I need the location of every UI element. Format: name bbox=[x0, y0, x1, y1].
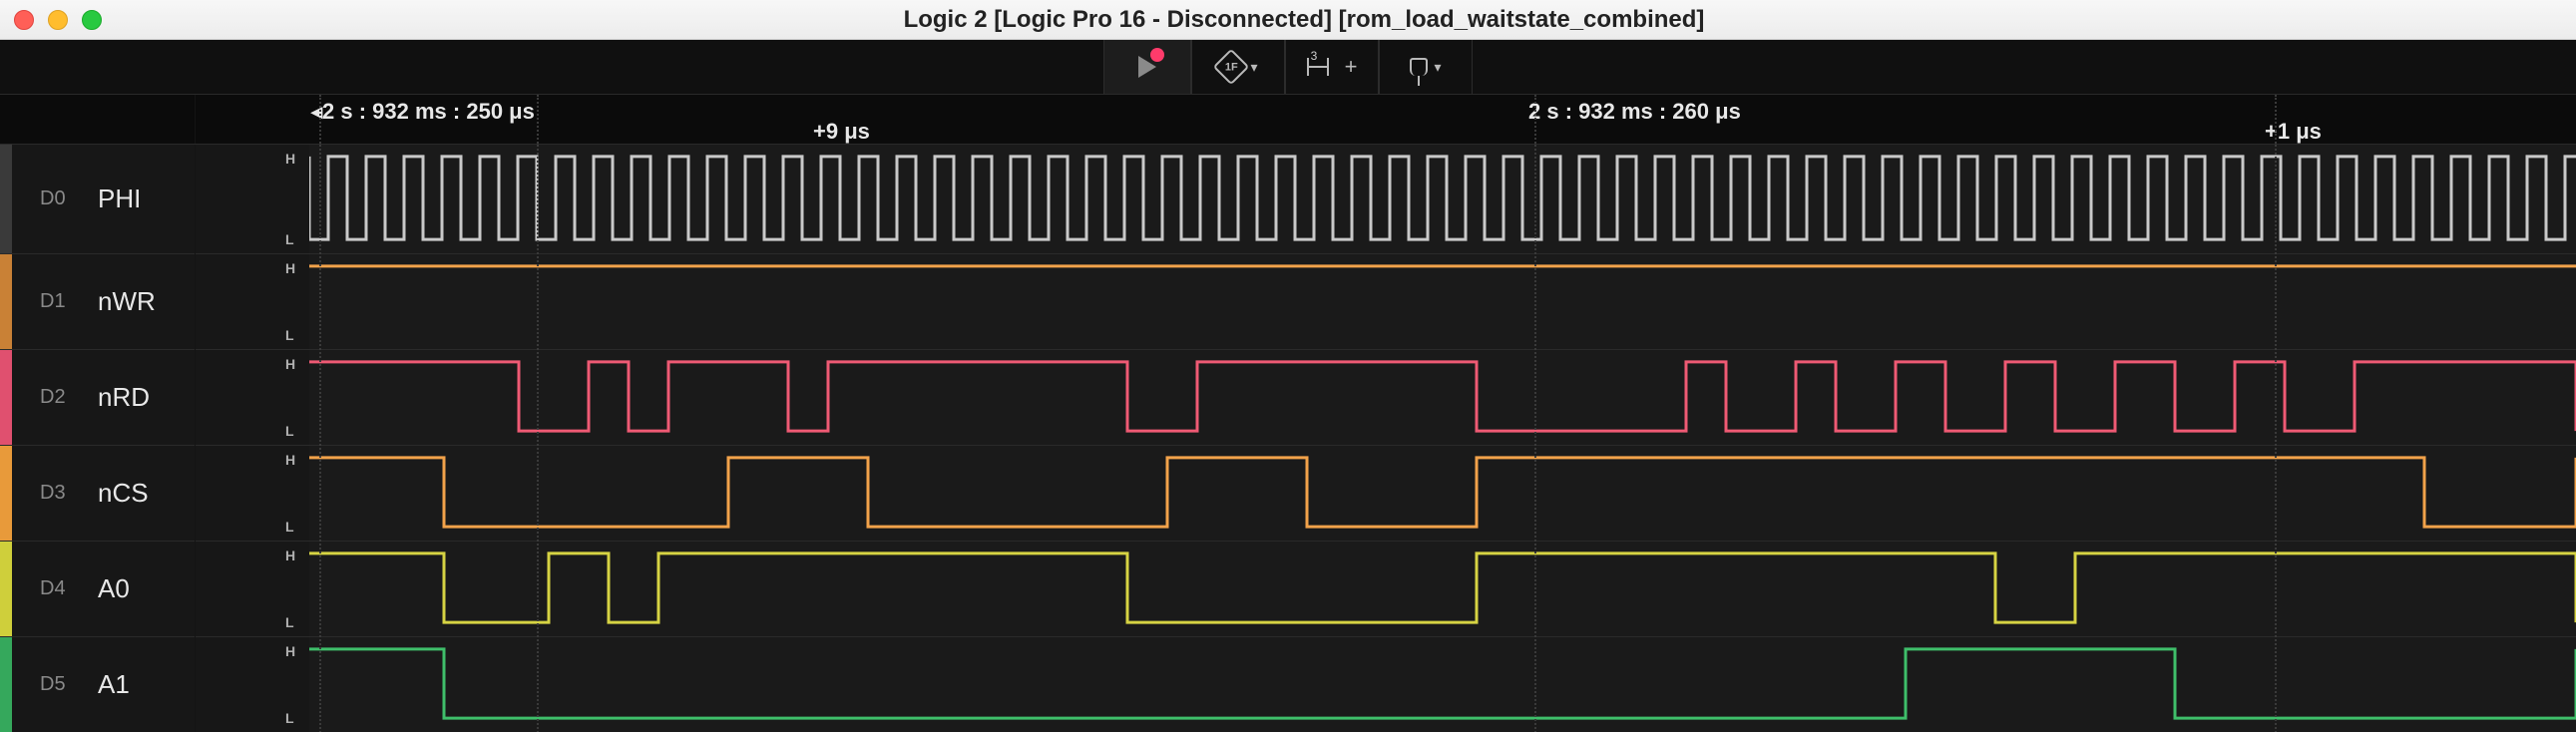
hex-icon: 1F bbox=[1213, 49, 1250, 86]
channel-waveform[interactable] bbox=[309, 145, 2576, 253]
channel-color-tag bbox=[0, 446, 12, 541]
flag-icon bbox=[1410, 58, 1428, 76]
chevron-down-icon: ▾ bbox=[1250, 59, 1257, 76]
channel-name: PHI bbox=[98, 183, 141, 214]
chevron-down-icon: ▾ bbox=[1434, 59, 1441, 76]
toolbar: 1F ▾ 3 + ▾ bbox=[1103, 40, 1473, 94]
channel-index: D1 bbox=[40, 290, 84, 313]
marker-button[interactable]: ▾ bbox=[1379, 40, 1473, 94]
channel-name: nCS bbox=[98, 478, 149, 509]
time-offset-mid: +9 μs bbox=[813, 119, 870, 145]
channel-name: A0 bbox=[98, 573, 130, 604]
left-column-separator bbox=[195, 145, 196, 732]
time-gridline bbox=[1534, 95, 1536, 144]
protocol-analyzer-button[interactable]: 1F ▾ bbox=[1191, 40, 1285, 94]
channel-name: A1 bbox=[98, 669, 130, 700]
channel-waveform[interactable] bbox=[309, 446, 2576, 541]
channel-label-area[interactable]: D4 A0 HL bbox=[0, 542, 309, 636]
channels-area[interactable]: D0 PHI HL D1 nWR HL D2 nRD HL D3 nCS HL D4 A0 HL D5 A1 HL bbox=[0, 145, 2576, 732]
channel-index: D2 bbox=[40, 386, 84, 409]
channel-hl-labels: HL bbox=[285, 260, 303, 343]
ruler-num: 3 bbox=[1311, 49, 1318, 63]
record-indicator-icon bbox=[1150, 48, 1164, 62]
channel-color-tag bbox=[0, 254, 12, 349]
toolbar-strip: 1F ▾ 3 + ▾ bbox=[0, 40, 2576, 95]
time-marker-right: 2 s : 932 ms : 260 μs bbox=[1528, 99, 1741, 125]
channel-index: D5 bbox=[40, 673, 84, 696]
ruler-icon: 3 bbox=[1307, 58, 1329, 76]
time-gridline bbox=[537, 95, 539, 144]
channel-color-tag bbox=[0, 350, 12, 445]
channel-label-area[interactable]: D0 PHI HL bbox=[0, 145, 309, 253]
channel-hl-labels: HL bbox=[285, 548, 303, 630]
channel-row-phi[interactable]: D0 PHI HL bbox=[0, 145, 2576, 254]
channel-row-a0[interactable]: D4 A0 HL bbox=[0, 542, 2576, 637]
zoom-window-button[interactable] bbox=[82, 10, 102, 30]
channel-index: D3 bbox=[40, 482, 84, 505]
channel-name: nWR bbox=[98, 286, 156, 317]
left-column-separator bbox=[195, 95, 196, 144]
channel-row-nwr[interactable]: D1 nWR HL bbox=[0, 254, 2576, 350]
time-offset-far: +1 μs bbox=[2265, 119, 2322, 145]
minimize-window-button[interactable] bbox=[48, 10, 68, 30]
channel-waveform[interactable] bbox=[309, 350, 2576, 445]
channel-row-nrd[interactable]: D2 nRD HL bbox=[0, 350, 2576, 446]
channel-hl-labels: HL bbox=[285, 356, 303, 439]
plus-icon: + bbox=[1345, 54, 1358, 80]
time-gridline bbox=[2275, 95, 2277, 144]
channel-waveform[interactable] bbox=[309, 542, 2576, 636]
channel-color-tag bbox=[0, 637, 12, 732]
time-gridline bbox=[319, 95, 321, 144]
window-titlebar: Logic 2 [Logic Pro 16 - Disconnected] [r… bbox=[0, 0, 2576, 40]
channel-row-ncs[interactable]: D3 nCS HL bbox=[0, 446, 2576, 542]
channel-waveform[interactable] bbox=[309, 637, 2576, 732]
channel-label-area[interactable]: D1 nWR HL bbox=[0, 254, 309, 349]
channel-waveform[interactable] bbox=[309, 254, 2576, 349]
channel-color-tag bbox=[0, 145, 12, 253]
channel-hl-labels: HL bbox=[285, 151, 303, 247]
channel-hl-labels: HL bbox=[285, 643, 303, 726]
time-marker-left: ◂2 s : 932 ms : 250 μs bbox=[311, 99, 535, 125]
channel-index: D4 bbox=[40, 577, 84, 600]
time-ruler[interactable]: ◂2 s : 932 ms : 250 μs +9 μs 2 s : 932 m… bbox=[0, 95, 2576, 145]
window-controls bbox=[14, 10, 102, 30]
channel-hl-labels: HL bbox=[285, 452, 303, 535]
channel-index: D0 bbox=[40, 187, 84, 210]
channel-name: nRD bbox=[98, 382, 150, 413]
channel-label-area[interactable]: D2 nRD HL bbox=[0, 350, 309, 445]
hex-label: 1F bbox=[1225, 61, 1238, 73]
measure-button[interactable]: 3 + bbox=[1285, 40, 1379, 94]
window-title: Logic 2 [Logic Pro 16 - Disconnected] [r… bbox=[126, 6, 2482, 34]
channel-label-area[interactable]: D5 A1 HL bbox=[0, 637, 309, 732]
capture-play-button[interactable] bbox=[1103, 40, 1191, 94]
channel-color-tag bbox=[0, 542, 12, 636]
close-window-button[interactable] bbox=[14, 10, 34, 30]
channel-label-area[interactable]: D3 nCS HL bbox=[0, 446, 309, 541]
channel-row-a1[interactable]: D5 A1 HL bbox=[0, 637, 2576, 732]
